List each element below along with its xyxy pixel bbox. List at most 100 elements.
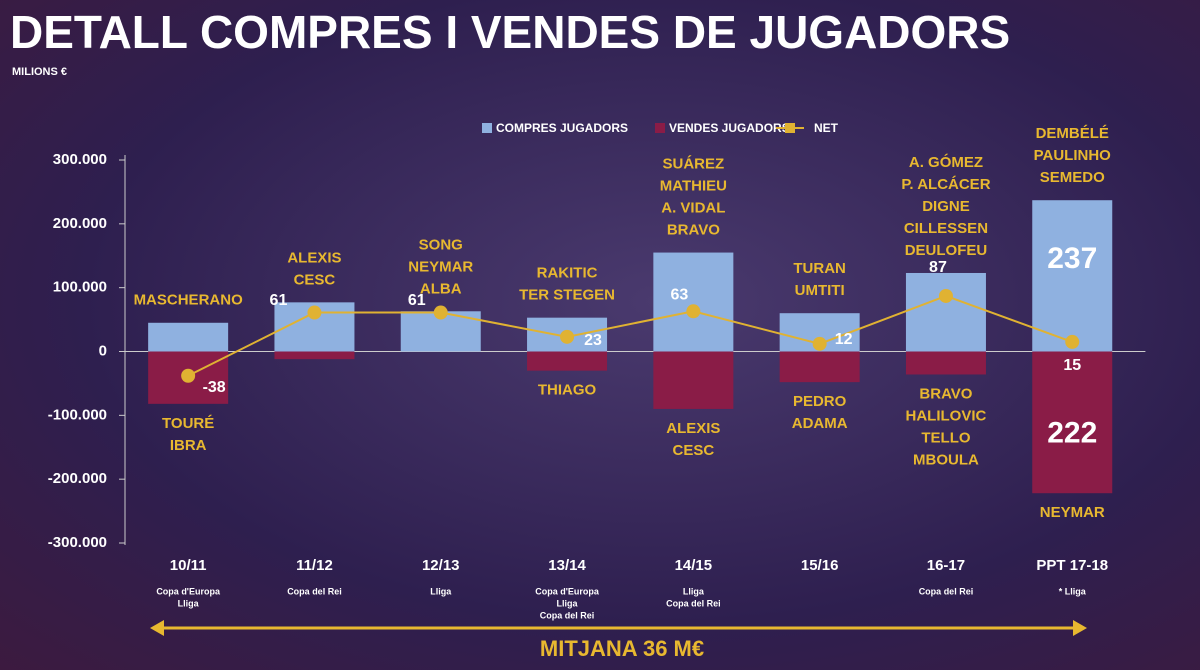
sell-player: TOURÉ [162, 415, 214, 432]
sell-player: BRAVO [919, 385, 972, 402]
buy-player: A. VIDAL [661, 200, 725, 217]
buy-player: TURAN [793, 260, 846, 277]
net-line [187, 294, 1073, 377]
value-label: 237 [1047, 242, 1097, 275]
y-tick-label: 0 [99, 342, 107, 359]
y-tick-label: -100.000 [48, 406, 107, 423]
net-point [1065, 334, 1080, 349]
net-label: 15 [1063, 357, 1081, 374]
buy-player: MATHIEU [660, 178, 727, 195]
sell-player: CESC [673, 442, 715, 459]
net-point [560, 329, 575, 344]
chart-title: DETALL COMPRES I VENDES DE JUGADORS [10, 6, 1010, 58]
sell-player: PEDRO [793, 393, 847, 410]
net-point [181, 368, 196, 383]
x-tick-label: 14/15 [675, 557, 713, 574]
net-point [433, 305, 448, 320]
season-title: Copa del Rei [540, 610, 595, 620]
y-tick-label: -300.000 [48, 534, 107, 551]
buy-player: ALBA [420, 280, 462, 297]
legend-label: COMPRES JUGADORS [496, 121, 628, 135]
season-title: Lliga [178, 598, 200, 608]
sell-player: TELLO [921, 429, 970, 446]
y-tick-label: 300.000 [53, 151, 107, 168]
net-label: 23 [584, 332, 602, 349]
net-label: -38 [203, 379, 226, 396]
buy-player: DEULOFEU [905, 242, 988, 259]
sell-player: ADAMA [792, 415, 848, 432]
legend-swatch [655, 123, 665, 133]
bar [653, 351, 734, 409]
footer: MITJANA 36 M€ [540, 636, 704, 661]
bar [905, 272, 986, 352]
sell-player: IBRA [170, 437, 207, 454]
net-label: 12 [835, 331, 853, 348]
bar [779, 351, 860, 383]
buy-player: CESC [294, 271, 336, 288]
buy-player: A. GÓMEZ [909, 153, 983, 171]
bar [274, 351, 355, 360]
season-title: Copa d'Europa [156, 586, 221, 596]
bar [527, 351, 608, 371]
chart-subtitle: MILIONS € [12, 66, 67, 78]
buy-player: TER STEGEN [519, 287, 615, 304]
season-title: Copa del Rei [287, 586, 342, 596]
season-title: Copa d'Europa [535, 586, 600, 596]
buy-player: P. ALCÁCER [901, 176, 990, 193]
legend-label: VENDES JUGADORS [669, 121, 790, 135]
sell-player: ALEXIS [666, 420, 720, 437]
sell-player: MBOULA [913, 451, 979, 468]
y-tick-label: 100.000 [53, 279, 107, 296]
x-tick-label: 13/14 [548, 557, 586, 574]
x-tick-label: PPT 17-18 [1036, 557, 1108, 574]
season-title: Lliga [557, 598, 579, 608]
x-tick-label: 11/12 [296, 557, 333, 574]
buy-player: PAULINHO [1034, 147, 1112, 164]
x-tick-label: 12/13 [422, 557, 460, 574]
season-title: Copa del Rei [666, 598, 721, 608]
bar [653, 252, 734, 352]
sell-player: NEYMAR [1040, 504, 1105, 521]
sell-player: HALILOVIC [906, 407, 987, 424]
net-point [307, 305, 322, 320]
y-tick-label: -200.000 [48, 470, 107, 487]
buy-player: CILLESSEN [904, 220, 988, 237]
bar [1032, 351, 1113, 494]
bar [1032, 200, 1113, 352]
buy-player: SUÁREZ [663, 156, 725, 173]
net-point [938, 288, 953, 303]
buy-player: NEYMAR [408, 258, 473, 275]
x-tick-label: 16-17 [927, 557, 965, 574]
buy-player: RAKITIC [537, 265, 598, 282]
buy-player: BRAVO [667, 222, 720, 239]
y-tick-label: 200.000 [53, 215, 107, 232]
buy-player: ALEXIS [287, 249, 341, 266]
buy-player: UMTITI [795, 282, 845, 299]
buy-player: SEMEDO [1040, 169, 1105, 186]
net-label: 61 [408, 292, 426, 309]
net-label: 63 [670, 287, 688, 304]
bar [148, 322, 229, 352]
sell-player: THIAGO [538, 382, 597, 399]
net-point [812, 336, 827, 351]
x-tick-label: 15/16 [801, 557, 839, 574]
buy-player: DIGNE [922, 198, 970, 215]
buy-player: MASCHERANO [134, 292, 244, 309]
net-point [686, 304, 701, 319]
net-label: 87 [929, 259, 947, 276]
season-title: Lliga [430, 586, 452, 596]
buy-player: SONG [419, 236, 463, 253]
buy-player: DEMBÉLÉ [1036, 125, 1109, 142]
season-title: Lliga [683, 586, 705, 596]
legend-swatch [482, 123, 492, 133]
average-arrow [150, 620, 1087, 636]
x-tick-label: 10/11 [170, 557, 207, 574]
season-title: * Lliga [1059, 586, 1087, 596]
bar [905, 351, 986, 375]
value-label: 222 [1047, 416, 1097, 449]
legend-swatch [785, 123, 795, 133]
season-title: Copa del Rei [919, 586, 974, 596]
net-label: 61 [270, 292, 288, 309]
legend-label: NET [814, 121, 839, 135]
